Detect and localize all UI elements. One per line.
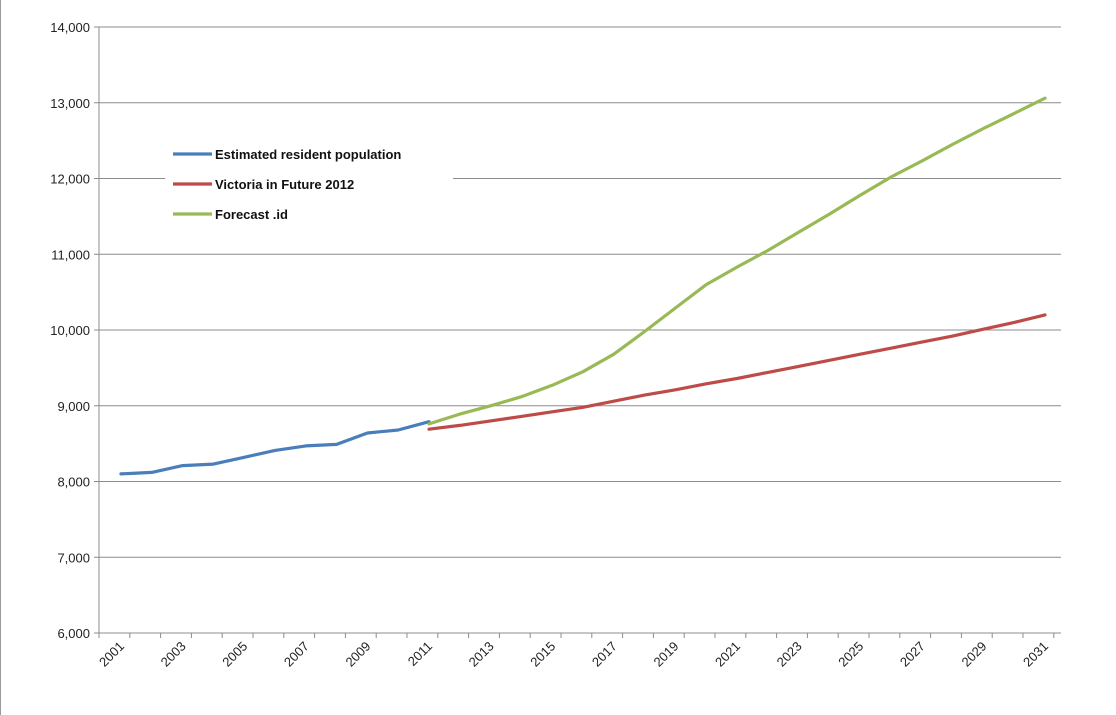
x-tick-label: 2015: [527, 639, 558, 670]
y-tick-label: 7,000: [57, 550, 90, 565]
x-tick-label: 2011: [405, 639, 435, 669]
x-tick-label: 2007: [281, 639, 312, 670]
y-tick-label: 6,000: [57, 626, 90, 641]
y-tick-label: 14,000: [50, 20, 90, 35]
x-tick-label: 2029: [958, 639, 989, 670]
x-tick-label: 2023: [774, 639, 805, 670]
x-tick-label: 2031: [1020, 639, 1051, 670]
gridlines: [99, 26, 1061, 558]
y-tick-label: 13,000: [50, 96, 90, 111]
legend-label: Estimated resident population: [215, 147, 401, 162]
x-tick-label: 2025: [835, 639, 866, 670]
x-tick-label: 2021: [712, 639, 743, 670]
series-line-0: [119, 420, 431, 476]
y-axis-ticks: 6,000 7,000 8,000 9,000 10,000 11,000 12,000 13…: [50, 20, 99, 641]
legend: Estimated resident population Victoria in…: [165, 138, 453, 236]
x-axis-ticks: 2001 2003 2005 2007 2009 2011 2013 2015 2017 2019…: [96, 633, 1055, 670]
series-lines: [119, 96, 1047, 476]
x-tick-label: 2009: [342, 639, 373, 670]
x-tick-label: 2017: [589, 639, 620, 670]
y-tick-label: 10,000: [50, 323, 90, 338]
x-tick-label: 2005: [219, 639, 250, 670]
legend-label: Victoria in Future 2012: [215, 177, 354, 192]
series-line-1: [427, 313, 1047, 431]
y-tick-label: 8,000: [57, 475, 90, 490]
x-tick-label: 2003: [158, 639, 189, 670]
x-tick-label: 2019: [650, 639, 681, 670]
legend-label: Forecast .id: [215, 207, 288, 222]
x-tick-label: 2001: [96, 639, 127, 670]
legend-background: [165, 138, 453, 236]
y-tick-label: 12,000: [50, 172, 90, 187]
y-tick-label: 9,000: [57, 399, 90, 414]
x-tick-label: 2027: [897, 639, 928, 670]
y-tick-label: 11,000: [51, 247, 90, 262]
x-tick-label: 2013: [466, 639, 497, 670]
series-line-2: [427, 96, 1047, 426]
